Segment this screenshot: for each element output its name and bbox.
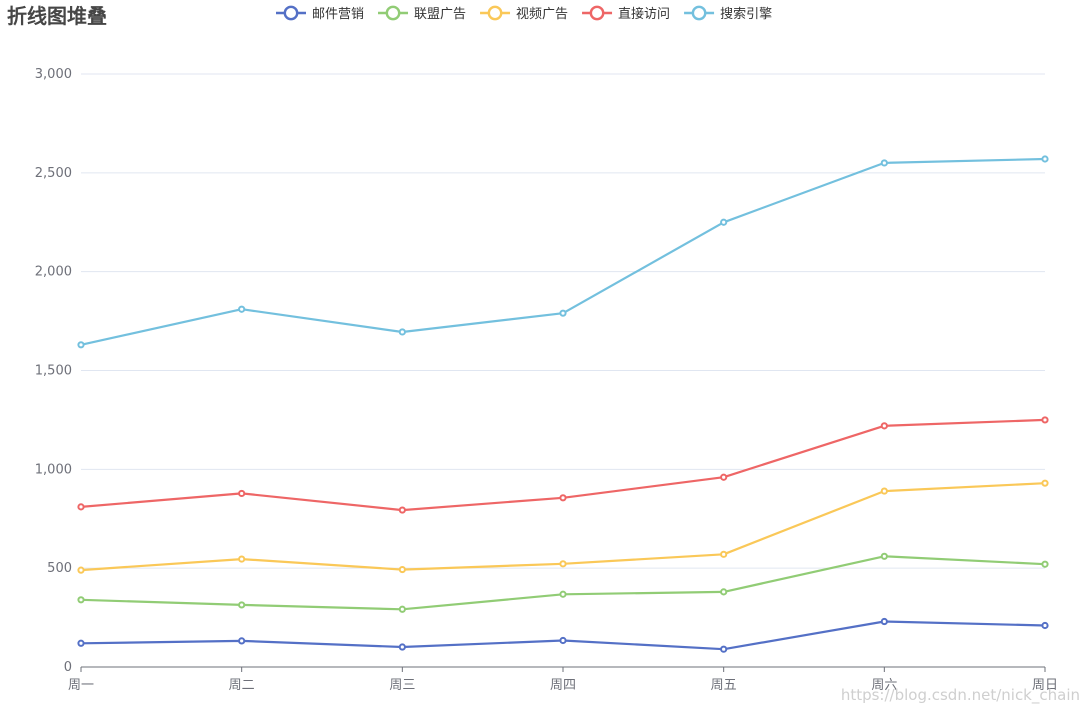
data-point[interactable] — [880, 422, 888, 430]
x-tick-label: 周五 — [711, 678, 737, 693]
series-line — [80, 620, 1046, 651]
x-axis: 周一 周二 周三 周四 周五 周六 周日 — [68, 666, 1058, 693]
y-tick-label: 2,000 — [35, 265, 72, 280]
data-point[interactable] — [238, 555, 246, 563]
series-line — [80, 157, 1046, 346]
data-point[interactable] — [559, 636, 567, 645]
data-point[interactable] — [238, 489, 246, 498]
data-point[interactable] — [720, 645, 728, 653]
data-point[interactable] — [77, 639, 85, 647]
legend-marker-icon — [385, 5, 401, 21]
data-point[interactable] — [1041, 621, 1049, 630]
data-point[interactable] — [1041, 416, 1049, 424]
x-tick-label: 周四 — [550, 678, 576, 693]
data-point[interactable] — [238, 601, 246, 609]
data-point[interactable] — [77, 596, 85, 604]
x-tick-label: 周一 — [68, 678, 94, 693]
legend-label: 联盟广告 — [414, 7, 466, 22]
watermark-text: https://blog.csdn.net/nick_chain — [841, 686, 1080, 705]
legend-item[interactable]: 视频广告 — [480, 5, 568, 22]
data-point[interactable] — [559, 494, 567, 502]
y-tick-label: 0 — [64, 660, 72, 675]
x-tick-label: 周三 — [389, 678, 415, 693]
data-point[interactable] — [720, 473, 728, 481]
legend-marker-icon — [283, 5, 299, 21]
legend-item[interactable]: 邮件营销 — [276, 5, 364, 22]
data-point[interactable] — [880, 159, 888, 167]
y-tick-label: 1,500 — [35, 364, 72, 379]
legend-label: 直接访问 — [618, 6, 670, 22]
y-tick-label: 1,000 — [35, 462, 72, 477]
x-tick-label: 周日 — [1032, 678, 1058, 693]
x-tick-label: 周六 — [871, 678, 897, 693]
y-gridlines — [81, 73, 1045, 569]
series-lines — [77, 155, 1049, 653]
data-point[interactable] — [720, 550, 728, 558]
data-point[interactable] — [1041, 560, 1049, 568]
data-point[interactable] — [1041, 479, 1049, 487]
data-point[interactable] — [77, 566, 85, 574]
legend-item[interactable]: 搜索引擎 — [684, 5, 772, 22]
data-point[interactable] — [880, 617, 888, 626]
legend-marker-icon — [691, 5, 707, 21]
legend-label: 邮件营销 — [312, 7, 364, 22]
x-tick-label: 周二 — [229, 678, 255, 693]
chart-title: 折线图堆叠 — [7, 4, 107, 28]
data-point[interactable] — [77, 341, 85, 349]
data-point[interactable] — [238, 305, 246, 313]
series-直接访问 — [77, 416, 1049, 514]
series-联盟广告 — [77, 552, 1049, 613]
data-point[interactable] — [398, 643, 406, 651]
data-point[interactable] — [720, 588, 728, 596]
data-point[interactable] — [398, 506, 406, 514]
data-point[interactable] — [559, 590, 567, 598]
data-point[interactable] — [720, 218, 728, 226]
data-point[interactable] — [880, 552, 888, 560]
data-point[interactable] — [559, 560, 567, 568]
series-视频广告 — [77, 479, 1049, 574]
data-point[interactable] — [1041, 155, 1049, 163]
data-point[interactable] — [238, 637, 246, 645]
y-axis: 0 500 1,000 1,500 2,000 2,500 3,000 — [35, 67, 72, 675]
y-tick-label: 2,500 — [35, 166, 72, 181]
data-point[interactable] — [880, 487, 888, 495]
data-point[interactable] — [398, 565, 406, 574]
legend-label: 视频广告 — [516, 7, 568, 22]
legend: 邮件营销 联盟广告 视频广告 直接访问 搜索引擎 — [276, 5, 772, 22]
y-tick-label: 3,000 — [35, 67, 72, 82]
data-point[interactable] — [77, 503, 85, 511]
data-point[interactable] — [398, 605, 406, 613]
series-搜索引擎 — [77, 155, 1049, 349]
data-point[interactable] — [398, 328, 406, 336]
data-point[interactable] — [559, 309, 567, 317]
legend-label: 搜索引擎 — [720, 7, 772, 22]
legend-marker-icon — [487, 5, 503, 21]
legend-item[interactable]: 联盟广告 — [378, 5, 466, 22]
series-邮件营销 — [77, 617, 1049, 653]
legend-item[interactable]: 直接访问 — [582, 5, 670, 22]
legend-marker-icon — [589, 5, 605, 21]
y-tick-label: 500 — [47, 561, 72, 576]
